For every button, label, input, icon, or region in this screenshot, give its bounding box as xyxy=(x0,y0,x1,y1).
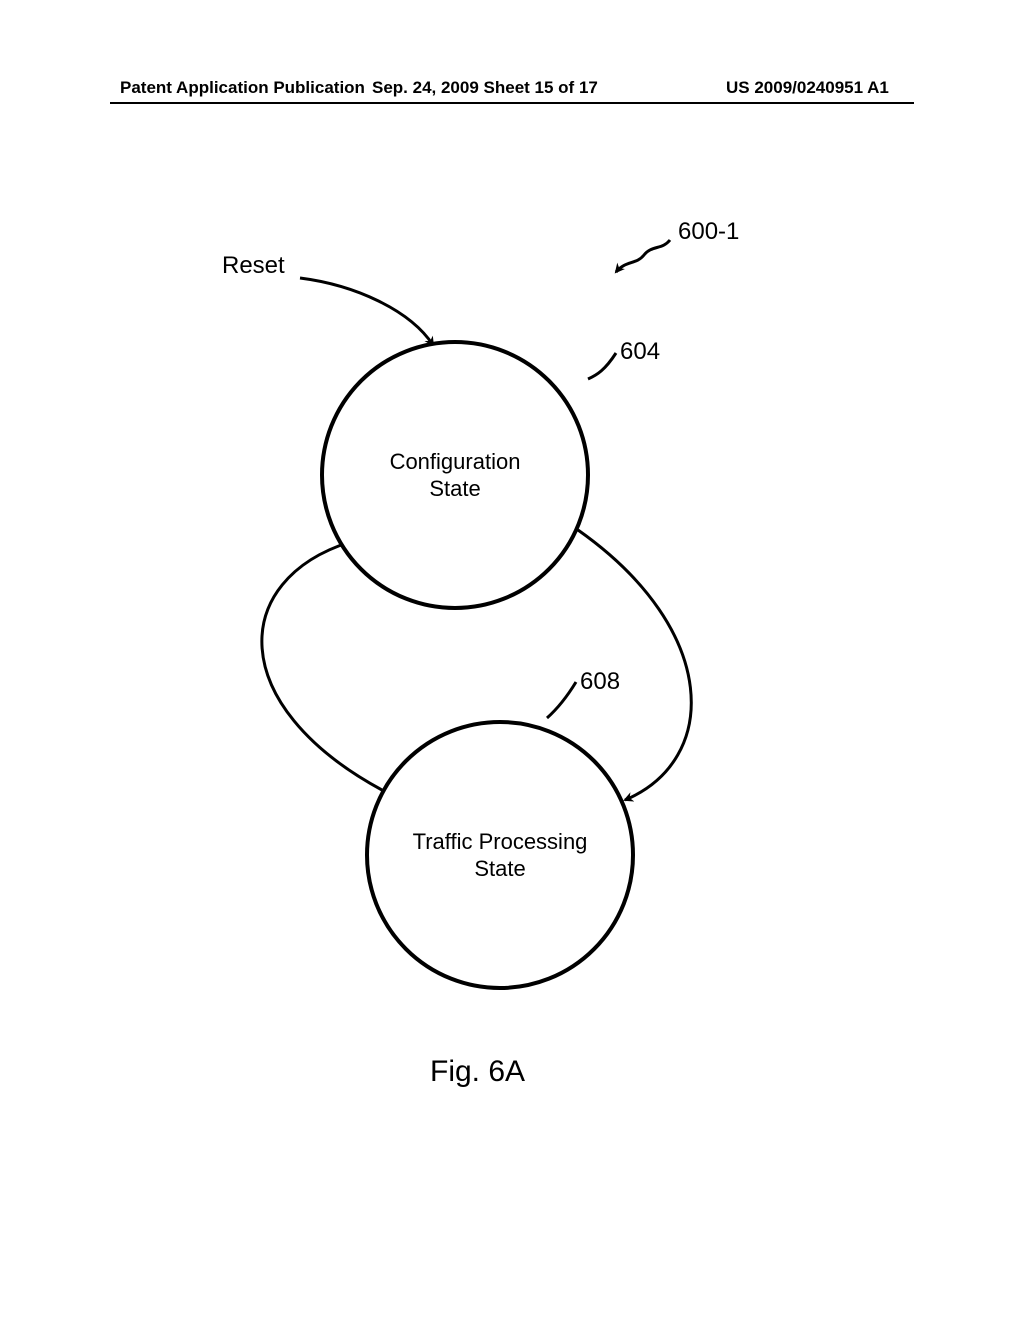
header-rule xyxy=(110,102,914,104)
state-traffic: Traffic ProcessingState xyxy=(365,720,635,990)
state-config: ConfigurationState xyxy=(320,340,590,610)
header-center: Sep. 24, 2009 Sheet 15 of 17 xyxy=(372,78,598,98)
hook-ref-608 xyxy=(547,682,576,718)
arrow-ref-600-1 xyxy=(616,240,670,272)
hook-ref-604 xyxy=(588,353,616,379)
ref-604: 604 xyxy=(620,338,660,366)
ref-608: 608 xyxy=(580,668,620,696)
state-label-traffic: Traffic ProcessingState xyxy=(413,828,588,883)
figure-ref-600-1: 600-1 xyxy=(678,218,739,246)
arrow-traffic-to-config xyxy=(262,542,382,790)
header-right: US 2009/0240951 A1 xyxy=(726,78,889,98)
page: Patent Application Publication Sep. 24, … xyxy=(0,0,1024,1320)
state-label-config: ConfigurationState xyxy=(390,448,521,503)
arrows-layer xyxy=(0,0,1024,1320)
figure-caption: Fig. 6A xyxy=(430,1055,525,1089)
header-left: Patent Application Publication xyxy=(120,78,365,98)
reset-label: Reset xyxy=(222,252,285,280)
arrow-reset-to-config xyxy=(300,278,433,345)
